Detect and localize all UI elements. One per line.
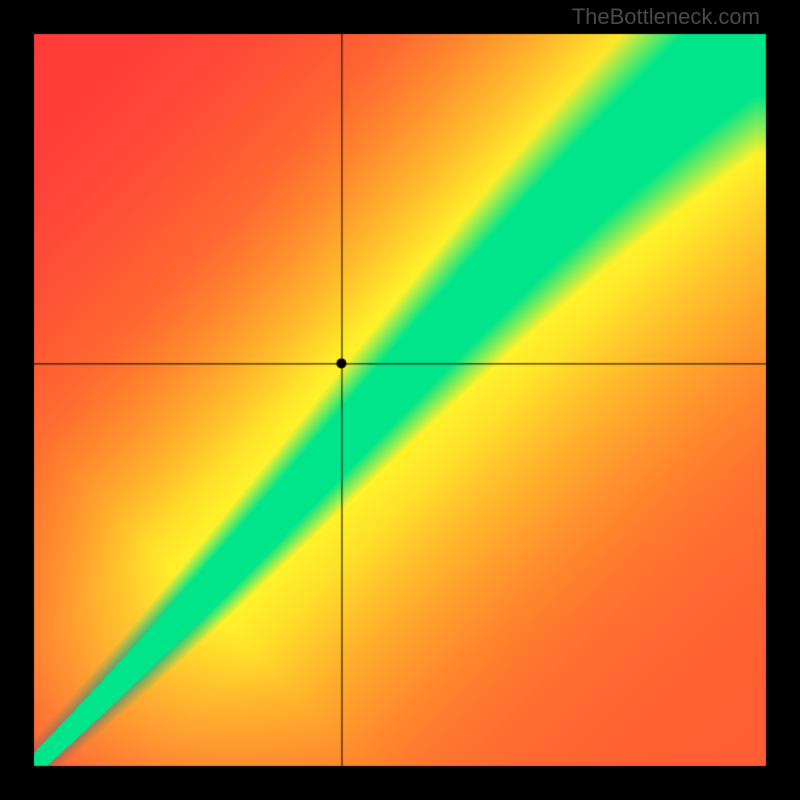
watermark-text: TheBottleneck.com [572,4,760,30]
heatmap-canvas [0,0,800,800]
chart-container: TheBottleneck.com [0,0,800,800]
